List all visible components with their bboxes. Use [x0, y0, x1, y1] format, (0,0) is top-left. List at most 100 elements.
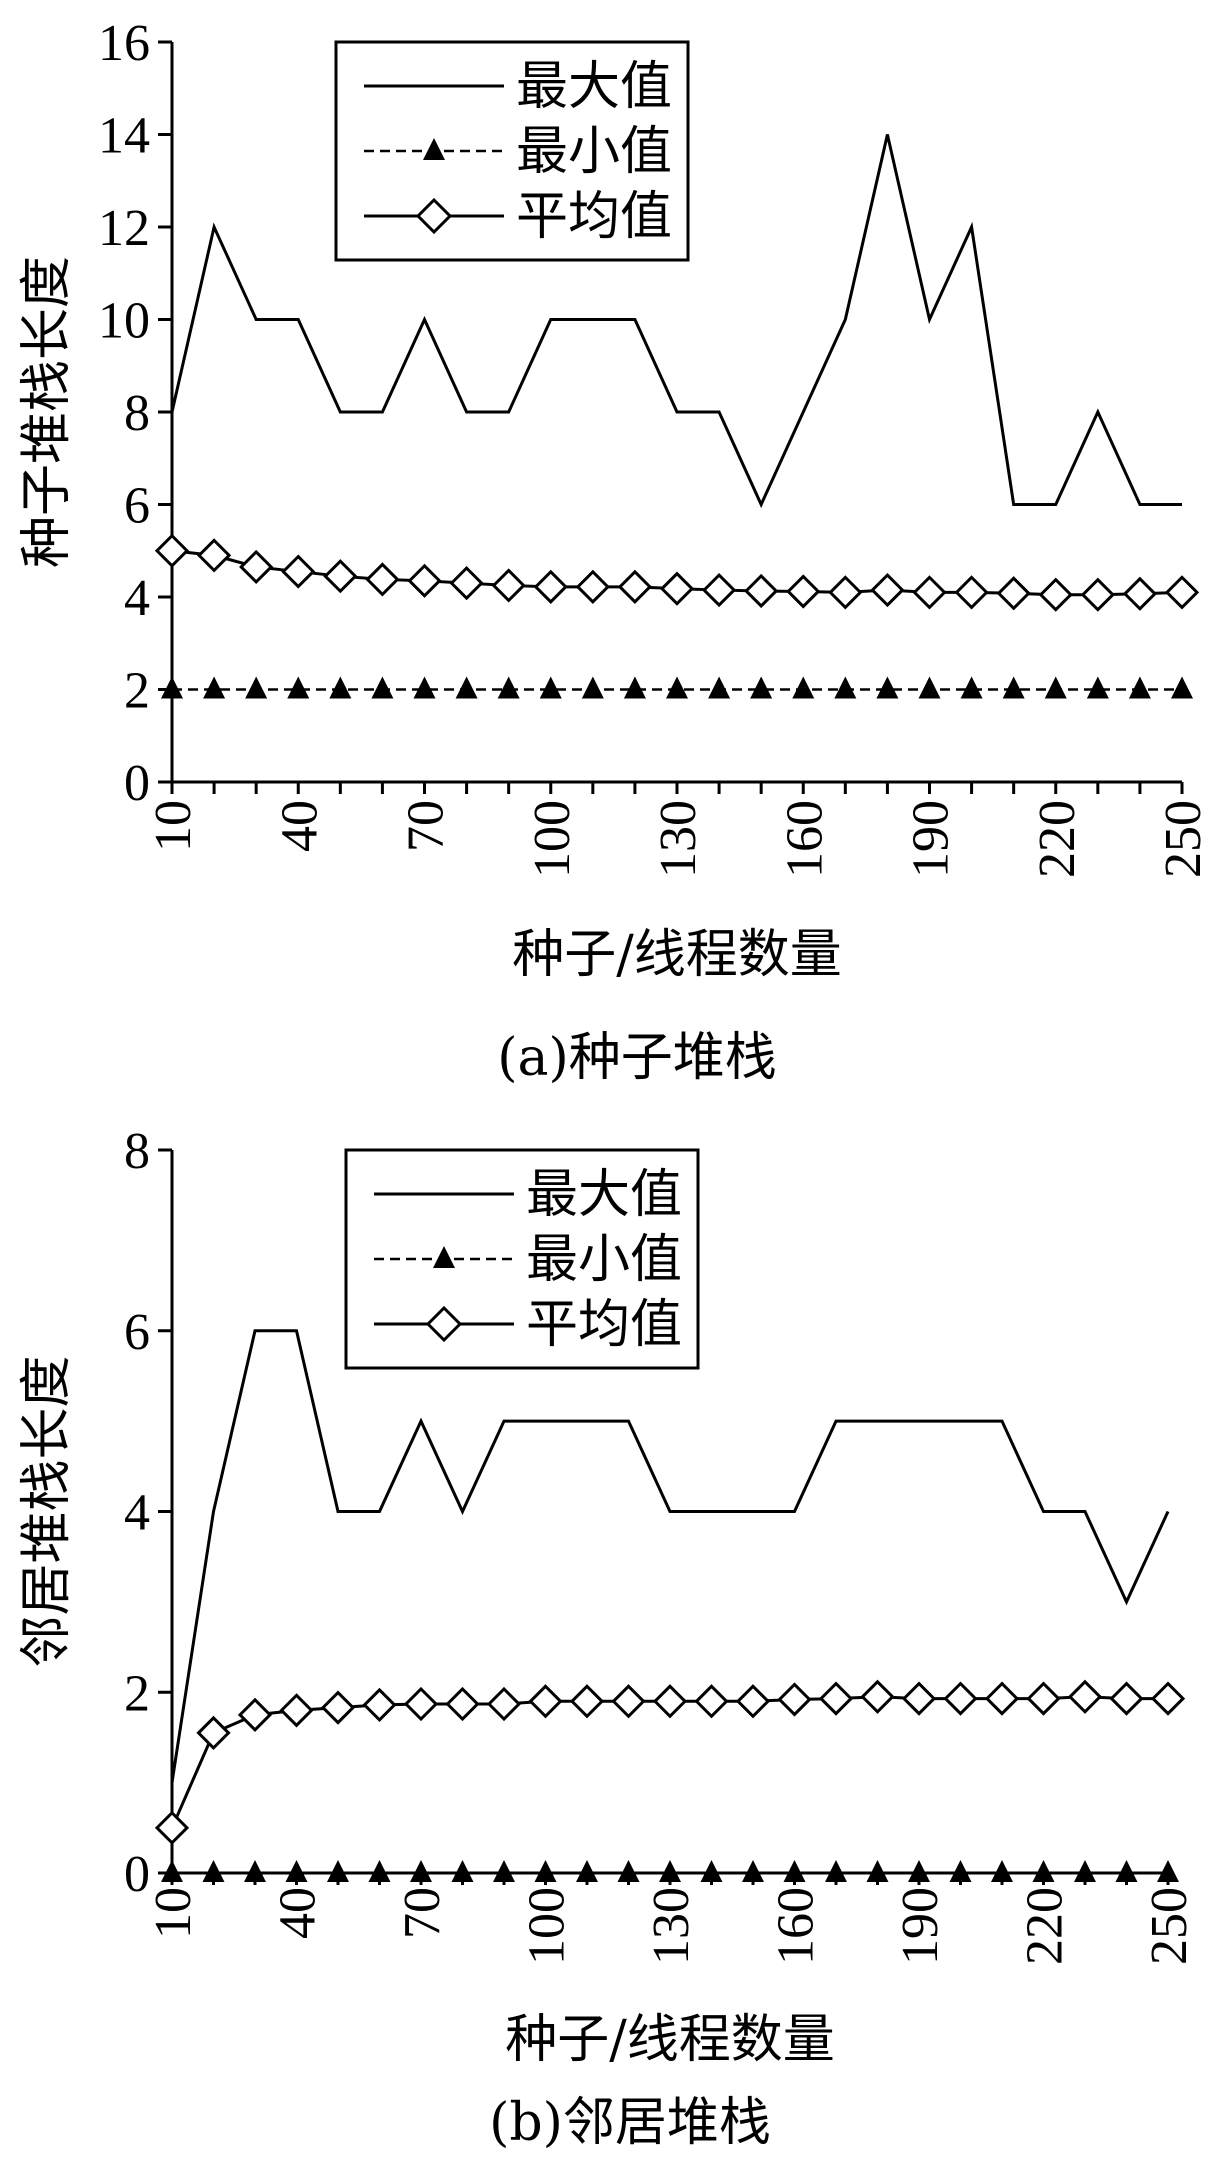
- data-point-triangle: [576, 1860, 598, 1882]
- data-point-diamond: [320, 1690, 356, 1725]
- data-point-triangle: [1074, 1860, 1096, 1882]
- data-point-diamond: [281, 554, 316, 589]
- data-point-triangle: [708, 676, 731, 699]
- data-point-diamond: [1067, 1679, 1103, 1714]
- y-tick-label: 4: [124, 1485, 150, 1542]
- data-point-diamond: [1026, 1681, 1061, 1716]
- data-point-triangle: [1032, 1860, 1055, 1882]
- y-tick-label: 0: [124, 755, 150, 812]
- data-point-diamond: [652, 1684, 688, 1719]
- data-point-diamond: [860, 1679, 895, 1714]
- data-point-diamond: [279, 1693, 314, 1728]
- data-point-diamond: [870, 572, 905, 608]
- data-point-triangle: [750, 676, 773, 699]
- data-point-triangle: [329, 676, 352, 699]
- data-point-diamond: [611, 1684, 646, 1719]
- data-point-triangle: [581, 676, 604, 699]
- data-point-triangle: [451, 1860, 474, 1882]
- x-tick-label: 190: [903, 800, 960, 878]
- x-tick-label: 220: [1029, 800, 1086, 878]
- data-point-diamond: [365, 562, 400, 597]
- data-point-triangle: [161, 676, 183, 699]
- legend-box: [334, 40, 690, 262]
- data-point-diamond: [237, 1697, 273, 1732]
- data-point-triangle: [287, 676, 310, 699]
- chart-caption: (a)种子堆栈: [497, 1028, 777, 1088]
- data-point-diamond: [735, 1684, 771, 1719]
- legend-label-1: 最大值: [516, 57, 672, 117]
- data-point-diamond: [786, 574, 821, 609]
- chart-a: 0 2 4 6 8 10 12 14 16 10 40 70 100 130 160 190 220 250 种子堆…: [17, 15, 1212, 1088]
- y-tick-label: 0: [124, 1846, 150, 1903]
- data-point-triangle: [371, 676, 394, 699]
- data-point-diamond: [154, 1810, 190, 1845]
- data-point-triangle: [497, 676, 520, 699]
- data-point-diamond: [533, 569, 568, 604]
- y-tick-label: 16: [98, 15, 150, 72]
- data-point-diamond: [617, 569, 653, 604]
- data-point-triangle: [1044, 676, 1067, 699]
- data-point-triangle: [834, 676, 857, 699]
- legend-label-2: 最小值: [516, 122, 672, 182]
- data-point-diamond: [491, 568, 526, 603]
- data-point-triangle: [700, 1860, 723, 1882]
- data-point-triangle: [285, 1860, 308, 1882]
- data-point-triangle: [1128, 676, 1151, 699]
- data-point-triangle: [539, 676, 562, 699]
- data-point-triangle: [783, 1860, 806, 1882]
- y-tick-label: 8: [124, 385, 150, 442]
- data-point-triangle: [161, 1860, 183, 1882]
- x-tick-label: 100: [524, 800, 581, 878]
- data-point-diamond: [403, 1686, 439, 1722]
- data-point-diamond: [901, 1681, 937, 1716]
- y-tick-label: 12: [98, 200, 150, 257]
- legend-marker-triangle: [433, 1246, 455, 1268]
- legend-box: [344, 1148, 700, 1370]
- x-tick-label: 250: [1141, 1887, 1198, 1965]
- x-tick-label: 40: [270, 1887, 327, 1939]
- x-tick-label: 10: [145, 800, 202, 852]
- data-point-diamond: [1122, 576, 1158, 611]
- data-point-triangle: [244, 1860, 266, 1882]
- legend-label-1: 最大值: [526, 1165, 682, 1225]
- data-point-diamond: [818, 1681, 854, 1716]
- data-point-diamond: [694, 1684, 729, 1719]
- data-point-triangle: [876, 676, 899, 699]
- x-tick-label: 220: [1017, 1887, 1074, 1965]
- chart-b: 0 2 4 6 8 10 40 70 100 130 160 190 220 250 邻居堆栈长度种子/线程…: [17, 1123, 1198, 2153]
- data-point-diamond: [996, 576, 1031, 611]
- data-point-diamond: [1038, 577, 1073, 612]
- data-point-diamond: [362, 1687, 397, 1723]
- data-point-triangle: [534, 1860, 557, 1882]
- data-point-diamond: [154, 533, 190, 568]
- data-point-diamond: [196, 1715, 231, 1751]
- data-point-triangle: [245, 676, 268, 699]
- data-point-diamond: [828, 575, 863, 610]
- data-point-triangle: [908, 1860, 930, 1882]
- y-tick-label: 2: [124, 663, 150, 720]
- data-point-diamond: [1164, 575, 1200, 610]
- data-point-diamond: [954, 575, 989, 610]
- y-tick-label: 6: [124, 1304, 150, 1361]
- data-point-triangle: [1086, 676, 1109, 699]
- x-tick-label: 160: [776, 800, 833, 878]
- data-point-diamond: [701, 572, 737, 608]
- data-point-diamond: [912, 575, 947, 610]
- data-point-diamond: [239, 549, 274, 585]
- data-point-triangle: [1002, 676, 1025, 699]
- data-point-triangle: [1171, 676, 1193, 699]
- x-tick-label: 160: [768, 1887, 825, 1965]
- y-tick-label: 10: [98, 293, 150, 350]
- series-line-1: [170, 1329, 1170, 1783]
- data-point-triangle: [918, 676, 941, 699]
- data-point-diamond: [777, 1682, 812, 1717]
- x-axis-label: 种子/线程数量: [505, 2010, 835, 2070]
- data-point-diamond: [407, 563, 442, 598]
- x-tick-label: 190: [892, 1887, 949, 1965]
- data-point-diamond: [486, 1686, 522, 1722]
- data-point-triangle: [368, 1860, 391, 1882]
- data-point-triangle: [742, 1860, 764, 1882]
- series-line-1: [170, 134, 1182, 509]
